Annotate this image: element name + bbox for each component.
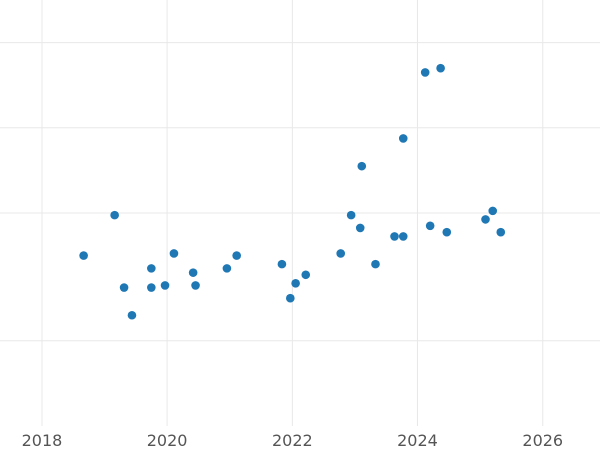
data-point-10 xyxy=(222,264,232,273)
x-tick-label-2018: 2018 xyxy=(22,431,63,450)
data-point-26 xyxy=(436,63,445,73)
data-point-28 xyxy=(481,215,490,224)
data-point-2 xyxy=(119,283,129,292)
data-point-20 xyxy=(371,259,380,269)
x-tick-label-2024: 2024 xyxy=(397,431,438,450)
data-point-27 xyxy=(442,227,452,237)
data-point-22 xyxy=(398,232,408,241)
data-point-17 xyxy=(346,210,356,220)
data-point-21 xyxy=(390,232,399,241)
x-tick-labels: 2018 2020 2022 2024 2026 xyxy=(22,431,563,450)
data-points xyxy=(79,63,506,320)
data-point-14 xyxy=(291,278,300,288)
data-point-13 xyxy=(286,293,295,303)
data-point-11 xyxy=(232,251,241,260)
data-point-25 xyxy=(425,221,435,231)
data-point-8 xyxy=(188,268,198,277)
data-point-1 xyxy=(110,210,119,220)
data-point-7 xyxy=(169,249,179,258)
x-tick-label-2020: 2020 xyxy=(147,431,188,450)
data-point-18 xyxy=(355,223,365,233)
data-point-12 xyxy=(277,259,287,269)
data-point-5 xyxy=(147,264,156,273)
data-point-19 xyxy=(357,161,367,171)
data-point-9 xyxy=(191,281,200,290)
data-point-30 xyxy=(496,227,506,237)
y-gridlines xyxy=(0,42,600,342)
data-point-15 xyxy=(301,270,311,280)
data-point-0 xyxy=(79,251,88,260)
data-point-3 xyxy=(127,310,137,320)
data-point-6 xyxy=(160,281,170,290)
data-point-4 xyxy=(147,283,156,292)
data-point-24 xyxy=(420,68,430,77)
x-tick-label-2022: 2022 xyxy=(272,431,313,450)
x-tick-label-2026: 2026 xyxy=(522,431,563,450)
data-point-29 xyxy=(488,206,498,216)
data-point-23 xyxy=(398,134,408,143)
data-point-16 xyxy=(336,249,346,258)
